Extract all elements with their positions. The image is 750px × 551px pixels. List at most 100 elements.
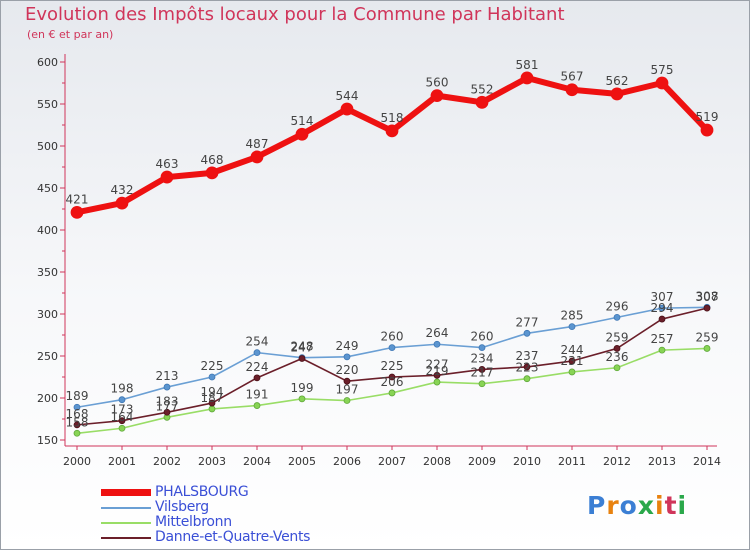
legend-label: Danne-et-Quatre-Vents — [155, 529, 311, 545]
data-label: 307 — [651, 290, 674, 304]
legend-swatch-phalsbourg — [101, 489, 151, 496]
y-tick-label: 500 — [37, 140, 58, 153]
x-tick-label: 2000 — [63, 455, 91, 468]
data-label: 189 — [66, 389, 89, 403]
data-point — [703, 304, 711, 312]
data-point — [613, 345, 621, 352]
legend-swatch-danne — [101, 537, 151, 539]
data-point — [613, 364, 621, 372]
data-point — [475, 95, 489, 109]
data-point — [253, 349, 261, 357]
data-point — [658, 304, 666, 312]
x-tick-label: 2006 — [333, 455, 361, 468]
data-point — [118, 424, 126, 432]
data-label: 234 — [471, 351, 494, 365]
data-point — [478, 366, 486, 373]
data-point — [565, 83, 579, 97]
proxiti-logo: Proxiti — [587, 491, 687, 520]
data-label: 158 — [66, 415, 89, 429]
data-label: 220 — [336, 363, 359, 377]
data-point — [208, 399, 216, 407]
data-label: 244 — [561, 343, 584, 357]
data-label: 227 — [426, 357, 449, 371]
data-label: 177 — [156, 399, 179, 413]
data-point — [298, 395, 306, 403]
data-label: 248 — [291, 340, 314, 354]
chart-title: Evolution des Impôts locaux pour la Comm… — [25, 4, 565, 25]
data-point — [343, 397, 351, 404]
y-tick-label: 200 — [37, 392, 58, 405]
y-tick-label: 300 — [37, 308, 58, 321]
data-label: 187 — [201, 391, 224, 405]
data-label: 231 — [561, 354, 584, 368]
data-point — [70, 205, 84, 219]
data-point — [520, 71, 534, 85]
y-tick-label: 250 — [37, 350, 58, 363]
data-label: 225 — [201, 359, 224, 373]
data-point — [388, 373, 396, 381]
data-point — [163, 408, 171, 416]
data-label: 544 — [336, 89, 359, 103]
data-point — [208, 373, 216, 381]
data-label: 552 — [471, 82, 494, 96]
data-label: 194 — [201, 385, 224, 399]
data-label: 432 — [111, 183, 134, 197]
x-tick-label: 2005 — [288, 455, 316, 468]
x-tick-label: 2001 — [108, 455, 136, 468]
data-label: 206 — [381, 375, 404, 389]
data-point — [208, 405, 216, 413]
data-label: 259 — [606, 330, 629, 344]
data-label: 217 — [471, 366, 494, 380]
data-label: 257 — [651, 332, 674, 346]
x-tick-label: 2011 — [558, 455, 586, 468]
x-tick-label: 2009 — [468, 455, 496, 468]
data-point — [568, 368, 576, 376]
data-label: 259 — [696, 330, 719, 344]
data-label: 560 — [426, 76, 449, 90]
data-label: 224 — [246, 360, 269, 374]
data-point — [343, 377, 351, 385]
y-tick-label: 400 — [37, 224, 58, 237]
data-point — [658, 346, 666, 354]
data-label: 487 — [246, 137, 269, 151]
data-point — [253, 374, 261, 382]
data-label: 260 — [381, 330, 404, 344]
data-label: 463 — [156, 157, 179, 171]
data-point — [118, 417, 126, 425]
data-point — [430, 89, 444, 102]
data-label: 254 — [246, 335, 269, 349]
data-point — [118, 396, 126, 404]
data-point — [388, 344, 396, 352]
y-tick-label: 150 — [37, 434, 58, 447]
data-label: 197 — [336, 383, 359, 397]
data-point — [250, 150, 264, 164]
x-tick-label: 2003 — [198, 455, 226, 468]
data-label: 168 — [66, 407, 89, 421]
data-label: 173 — [111, 403, 134, 417]
data-label: 296 — [606, 299, 629, 313]
chart-subtitle: (en € et par an) — [27, 28, 114, 41]
data-point — [73, 421, 81, 429]
data-point — [655, 76, 669, 90]
data-point — [703, 345, 711, 352]
data-label: 277 — [516, 315, 539, 329]
legend-swatch-vilsberg — [101, 507, 151, 509]
data-point — [340, 102, 354, 116]
data-label: 219 — [426, 364, 449, 378]
data-point — [478, 380, 486, 388]
data-point — [433, 371, 441, 379]
legend-label: Vilsberg — [155, 499, 209, 515]
data-label: 285 — [561, 309, 584, 323]
data-label: 237 — [516, 349, 539, 363]
x-tick-label: 2002 — [153, 455, 181, 468]
data-label: 307 — [696, 290, 719, 304]
data-label: 567 — [561, 70, 584, 84]
data-label: 518 — [381, 111, 404, 125]
data-point — [523, 329, 531, 337]
logo-letter: o — [619, 491, 638, 520]
data-label: 236 — [606, 350, 629, 364]
data-point — [700, 123, 714, 137]
data-point — [613, 313, 621, 321]
data-point — [115, 196, 129, 210]
